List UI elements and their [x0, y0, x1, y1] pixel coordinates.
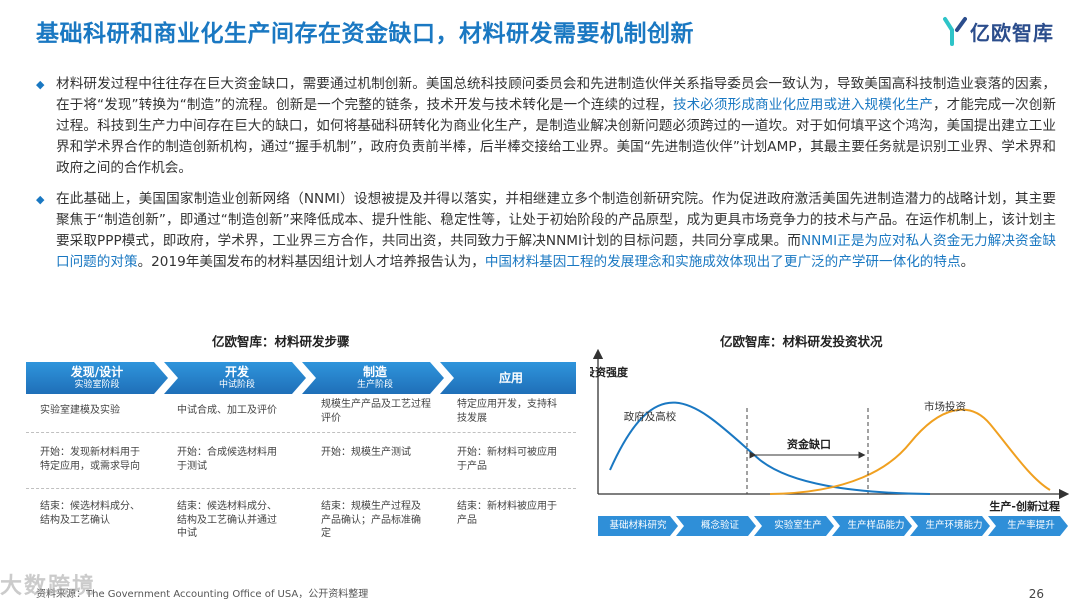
flow-label-1: 基础材料研究 — [609, 520, 667, 531]
stage-arrow-4 — [440, 362, 576, 394]
source-note: 资料来源：The Government Accounting Office of… — [36, 589, 369, 600]
cell-r3-c3: 结束：规模生产过程及产品确认；产品标准确定 — [321, 501, 421, 539]
flow-chevrons — [598, 516, 1068, 536]
flow-label-3: 实验室生产 — [774, 520, 822, 531]
cell-r2-c2: 开始：合成候选材料用于测试 — [177, 447, 277, 472]
flow-step-1 — [598, 516, 678, 536]
paragraph-1: ◆ 材料研发过程中往往存在巨大资金缺口，需要通过机制创新。美国总统科技顾问委员会… — [36, 74, 1056, 179]
row-divider — [26, 488, 576, 489]
stage-arrow-2 — [164, 362, 306, 394]
cell-r1-c1: 实验室建模及实验 — [40, 405, 120, 416]
stage-manufacture: 制造 生产阶段 — [356, 365, 393, 390]
stage-develop: 开发 中试阶段 — [218, 365, 255, 390]
highlight-text: NNMI正是为应对私人资金无力解决资金缺口问题的对策 — [56, 233, 1057, 270]
government-label: 政府及高校 — [624, 410, 677, 423]
watermark: 大数跨境 — [0, 574, 97, 599]
stage-arrows — [26, 362, 576, 394]
flow-label-6: 生产率提升 — [1007, 520, 1055, 531]
flow-label-4: 生产样品能力 — [847, 520, 905, 531]
flow-step-6 — [988, 516, 1068, 536]
cell-r2-c3: 开始：规模生产测试 — [321, 447, 411, 458]
cell-r3-c2: 结束：候选材料成分、结构及工艺确认并通过中试 — [177, 501, 277, 539]
stage-apply: 应用 — [498, 371, 523, 385]
logo: 亿欧智库 — [943, 16, 1054, 46]
cell-r1-c3: 规模生产产品及工艺过程评价 — [321, 399, 431, 424]
page-number: 26 — [1028, 587, 1044, 601]
logo-text: 亿欧智库 — [970, 20, 1054, 45]
yiou-logo-icon — [943, 17, 967, 46]
cell-r2-c1: 开始：发现新材料用于特定应用，或需求导向 — [40, 447, 140, 472]
x-axis-label: 生产-创新过程 — [989, 499, 1060, 513]
investment-diagram: 投资强度 资金缺口 政府及高校 市场投资 生产-创新过程 — [590, 348, 1070, 513]
flow-label-2: 概念验证 — [700, 520, 739, 531]
row-divider — [26, 432, 576, 433]
cell-r2-c4: 开始：新材料可被应用于产品 — [457, 447, 557, 472]
page-title: 基础科研和商业化生产间存在资金缺口，材料研发需要机制创新 — [36, 21, 694, 47]
paragraph-2: ◆ 在此基础上，美国国家制造业创新网络（NNMI）设想被提及并得以落实，并相继建… — [36, 189, 1056, 273]
left-panel-title: 亿欧智库：材料研发步骤 — [212, 334, 350, 349]
flow-step-3 — [754, 516, 834, 536]
flow-step-5 — [910, 516, 990, 536]
cell-r3-c1: 结束：候选材料成分、结构及工艺确认 — [40, 501, 140, 526]
right-panel-title: 亿欧智库：材料研发投资状况 — [720, 334, 883, 349]
cell-r1-c4: 特定应用开发，支持科技发展 — [457, 399, 557, 424]
diamond-bullet-icon: ◆ — [36, 193, 45, 206]
market-curve — [769, 408, 1051, 495]
stage-arrow-1 — [26, 362, 168, 394]
y-axis-label: 投资强度 — [590, 365, 629, 379]
flow-label-5: 生产环境能力 — [925, 520, 983, 531]
highlight-text: 中国材料基因工程的发展理念和实施成效体现出了更广泛的产学研一体化的特点 — [484, 254, 961, 270]
stage-design: 发现/设计 实验室阶段 — [70, 365, 124, 390]
paragraph-2-text: 在此基础上，美国国家制造业创新网络（NNMI）设想被提及并得以落实，并相继建立多… — [56, 191, 1057, 270]
paragraph-1-text: 材料研发过程中往往存在巨大资金缺口，需要通过机制创新。美国总统科技顾问委员会和先… — [56, 76, 1057, 176]
market-label: 市场投资 — [924, 400, 966, 413]
cell-r1-c2: 中试合成、加工及评价 — [177, 405, 277, 416]
gap-label: 资金缺口 — [787, 437, 831, 451]
highlight-text: 技术必须形成商业化应用或进入规模化生产 — [672, 97, 933, 113]
stage-arrow-3 — [302, 362, 444, 394]
flow-step-2 — [676, 516, 756, 536]
diamond-bullet-icon: ◆ — [36, 78, 45, 91]
cell-r3-c4: 结束：新材料被应用于产品 — [457, 501, 557, 526]
flow-step-4 — [832, 516, 912, 536]
